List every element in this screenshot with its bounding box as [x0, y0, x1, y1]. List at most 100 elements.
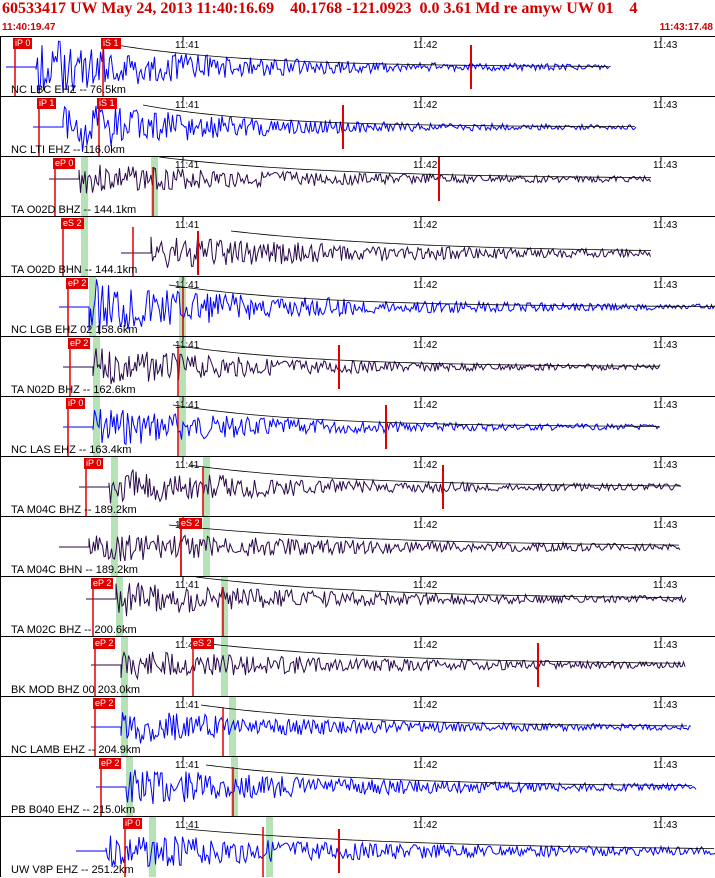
seismogram-panel[interactable]: 11:41 11:42 11:43 iP 0 TA M04C BHZ -- 189.2k… — [0, 456, 715, 517]
time-label: 11:41 — [175, 460, 200, 471]
phase-pick-label[interactable]: iP 0 — [13, 38, 33, 49]
time-label: 11:42 — [413, 100, 438, 111]
phase-pick-label[interactable]: iP 0 — [66, 398, 86, 409]
phase-window — [151, 157, 158, 217]
coda-envelope — [115, 44, 608, 67]
phase-pick-label[interactable]: iS 1 — [97, 98, 117, 109]
station-label: NC LAMB EHZ -- 204.9km — [11, 744, 141, 756]
time-label: 11:43 — [653, 340, 678, 351]
waveform-trace — [49, 164, 651, 194]
waveform-canvas — [86, 577, 687, 637]
phase-window — [266, 817, 273, 877]
coda-envelope — [172, 344, 659, 367]
time-label: 11:43 — [653, 820, 678, 831]
time-label: 11:41 — [175, 280, 200, 291]
time-label: 11:43 — [653, 40, 678, 51]
time-label: 11:41 — [175, 100, 200, 111]
seismogram-panel[interactable]: 11:41 11:42 11:43 iP 0 UW V8P EHZ -- 251.2km — [0, 816, 715, 877]
time-label: 11:43 — [653, 100, 678, 111]
end-time: 11:43:17.48 — [659, 22, 713, 33]
time-label: 11:42 — [413, 760, 438, 771]
time-label: 11:42 — [413, 340, 438, 351]
waveform-canvas — [62, 217, 662, 277]
station-label: TA M04C BHN -- 189.2km — [11, 564, 138, 576]
station-label: UW V8P EHZ -- 251.2km — [11, 864, 134, 876]
seismogram-panel[interactable]: 11:41 11:42 11:43 eP 2 NC LGB EHZ 02 158.6km — [0, 276, 715, 337]
time-label: 11:42 — [413, 700, 438, 711]
seismogram-panel[interactable]: 11:41 11:42 11:43 eP 2 NC LAMB EHZ -- 204.9k… — [0, 696, 715, 757]
phase-window — [93, 397, 100, 457]
time-label: 11:41 — [175, 400, 200, 411]
phase-pick-label[interactable]: eS 2 — [191, 638, 214, 649]
waveform-canvas — [63, 337, 662, 397]
time-label: 11:41 — [175, 580, 200, 591]
phase-pick-label[interactable]: eP 2 — [99, 758, 122, 769]
station-label: PB B040 EHZ -- 215.0km — [11, 804, 136, 816]
waveform-trace — [76, 835, 715, 868]
waveform-trace — [63, 348, 661, 385]
time-label: 11:42 — [413, 820, 438, 831]
coda-envelope — [142, 104, 635, 127]
phase-pick-label[interactable]: eS 2 — [61, 218, 84, 229]
time-label: 11:42 — [413, 400, 438, 411]
coda-envelope — [200, 642, 682, 664]
time-label: 11:43 — [653, 280, 678, 291]
seismogram-panel[interactable]: 11:41 11:42 11:43 iP 1 iS 1 NC LTI EHZ -- 116… — [0, 96, 715, 157]
waveform-trace — [6, 40, 611, 94]
waveform-trace — [79, 469, 681, 504]
seismogram-panel[interactable]: 11:41 11:42 11:43 eP 2 PB B040 EHZ -- 215.0k… — [0, 756, 715, 817]
seismogram-panel[interactable]: 11:41 11:42 11:43 eP 0 TA O02D BHZ -- 144.1k… — [0, 156, 715, 217]
phase-window — [121, 637, 128, 697]
coda-envelope — [188, 464, 682, 487]
waveform-canvas — [79, 457, 682, 517]
station-label: NC LGB EHZ 02 158.6km — [11, 324, 138, 336]
phase-pick-label[interactable]: eP 2 — [91, 578, 114, 589]
seismogram-panel[interactable]: 11:41 11:42 11:43 eP 2 eS 2 BK MOD BHZ 00 203… — [0, 636, 715, 697]
time-label: 11:43 — [653, 580, 678, 591]
waveform-canvas — [76, 817, 715, 877]
phase-pick-label[interactable]: eP 2 — [66, 278, 89, 289]
phase-pick-label[interactable]: eP 2 — [93, 638, 116, 649]
seismogram-panel[interactable]: 11:41 11:42 11:43 eP 2 TA N02D BHZ -- 162.6k… — [0, 336, 715, 397]
time-label: 11:42 — [413, 580, 438, 591]
phase-window — [81, 157, 88, 217]
station-label: NC LBC EHZ -- 76.5km — [11, 84, 126, 96]
waveform-canvas — [59, 517, 681, 577]
waveform-canvas — [91, 637, 686, 697]
coda-envelope — [168, 524, 680, 546]
phase-window — [149, 817, 156, 877]
waveform-trace — [121, 236, 651, 268]
coda-envelope — [195, 577, 682, 598]
station-label: TA M04C BHZ -- 189.2km — [11, 504, 137, 516]
time-label: 11:43 — [653, 700, 678, 711]
coda-envelope — [185, 828, 715, 849]
seismogram-panel[interactable]: 11:41 11:42 11:43 eS 2 TA O02D BHN -- 144.1k… — [0, 216, 715, 277]
phase-pick-label[interactable]: eP 2 — [68, 338, 91, 349]
station-label: NC LAS EHZ -- 163.4km — [11, 444, 132, 456]
time-label: 11:42 — [413, 460, 438, 471]
waveform-trace — [91, 712, 692, 744]
time-label: 11:41 — [175, 640, 200, 651]
time-label: 11:41 — [175, 340, 200, 351]
time-label: 11:43 — [653, 520, 678, 531]
phase-pick-label[interactable]: iP 0 — [123, 818, 143, 829]
phase-pick-label[interactable]: eP 2 — [93, 698, 116, 709]
seismogram-panel[interactable]: 11:41 11:42 11:43 iP 0 iS 1 NC LBC EHZ -- 76.… — [0, 36, 715, 97]
seismogram-panel[interactable]: 11:41 11:42 11:43 eP 2 TA M02C BHZ -- 200.6k… — [0, 576, 715, 637]
phase-pick-label[interactable]: eP 0 — [53, 158, 76, 169]
seismogram-panel[interactable]: 11:41 11:42 11:43 iP 0 NC LAS EHZ -- 163.4km — [0, 396, 715, 457]
time-label: 11:42 — [413, 160, 438, 171]
station-label: TA O02D BHZ -- 144.1km — [11, 204, 137, 216]
phase-pick-label[interactable]: iP 1 — [37, 98, 57, 109]
station-label: TA O02D BHN -- 144.1km — [11, 264, 138, 276]
event-title: 60533417 UW May 24, 2013 11:40:16.69 40.… — [2, 0, 638, 17]
phase-pick-label[interactable]: eS 2 — [179, 518, 202, 529]
time-label: 11:41 — [175, 40, 200, 51]
phase-pick-label[interactable]: iP 0 — [84, 458, 104, 469]
station-label: TA M02C BHZ -- 200.6km — [11, 624, 137, 636]
waveform-canvas — [59, 277, 715, 337]
phase-pick-label[interactable]: iS 1 — [101, 38, 121, 49]
waveform-trace — [59, 534, 681, 562]
waveform-trace — [91, 650, 686, 681]
